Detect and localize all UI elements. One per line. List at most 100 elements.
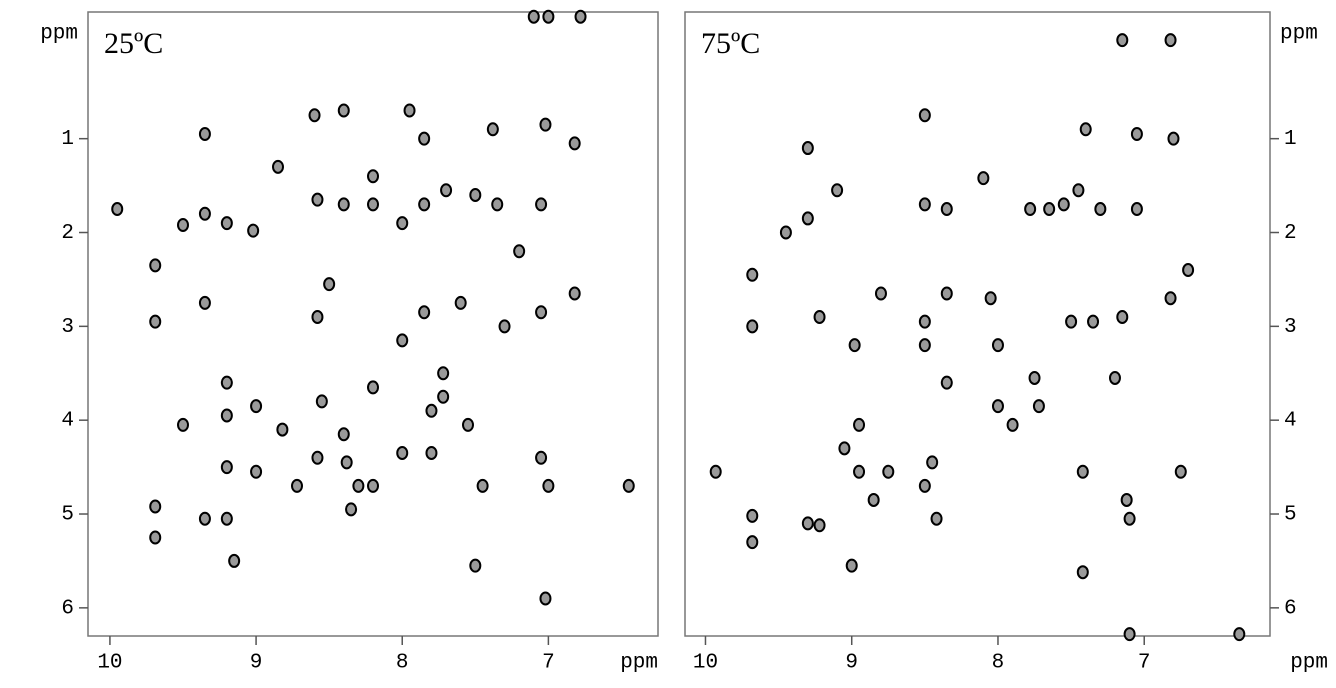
peak xyxy=(111,202,124,217)
peak xyxy=(1057,197,1070,212)
peak xyxy=(853,417,866,432)
peak xyxy=(352,478,365,493)
panel-title: 25ºC xyxy=(104,27,163,60)
peak xyxy=(535,450,548,465)
peak xyxy=(940,375,953,390)
peak xyxy=(1094,202,1107,217)
peak xyxy=(403,103,416,118)
peak xyxy=(1076,464,1089,479)
peak xyxy=(1043,202,1056,217)
y-tick-label: 3 xyxy=(1284,316,1297,339)
peak xyxy=(1164,33,1177,48)
peak xyxy=(874,286,887,301)
peak xyxy=(991,399,1004,414)
y-tick-label: 4 xyxy=(1284,410,1297,433)
peak xyxy=(1233,627,1246,642)
peak xyxy=(574,9,587,24)
peak xyxy=(367,169,379,184)
peak xyxy=(462,417,474,432)
peak xyxy=(831,183,844,198)
peak xyxy=(198,126,211,141)
peak xyxy=(1079,122,1092,137)
peak xyxy=(622,478,635,493)
peak xyxy=(149,314,162,329)
peak xyxy=(291,478,303,493)
peak xyxy=(918,338,931,353)
y-tick-label: 1 xyxy=(61,128,74,151)
peak xyxy=(198,206,211,221)
y-tick-label: 6 xyxy=(61,597,74,620)
peak xyxy=(926,455,939,470)
peak xyxy=(220,460,233,475)
peak xyxy=(542,9,555,24)
peak xyxy=(367,380,379,395)
peak xyxy=(746,508,759,523)
y-axis-label: ppm xyxy=(1280,23,1318,46)
peak xyxy=(813,518,826,533)
peak xyxy=(228,553,241,568)
peak xyxy=(853,464,866,479)
peak xyxy=(838,441,851,456)
peak xyxy=(308,108,321,123)
peak xyxy=(220,408,233,423)
peak xyxy=(1087,314,1100,329)
peak xyxy=(1123,511,1136,526)
peak xyxy=(437,389,450,404)
y-tick-label: 5 xyxy=(61,504,74,527)
peak xyxy=(746,319,759,334)
x-tick-label: 8 xyxy=(992,652,1005,675)
y-tick-label: 2 xyxy=(1284,222,1297,245)
peak xyxy=(340,455,353,470)
peak xyxy=(1182,263,1195,278)
peak xyxy=(882,464,895,479)
peak xyxy=(539,117,552,132)
peak xyxy=(198,295,211,310)
peak xyxy=(1174,464,1187,479)
plot-frame xyxy=(684,11,1271,637)
peak xyxy=(418,305,431,320)
peak xyxy=(250,464,263,479)
peak xyxy=(198,511,211,526)
peak xyxy=(779,225,792,240)
x-tick-label: 9 xyxy=(845,652,858,675)
peak xyxy=(1065,314,1078,329)
peak xyxy=(801,211,814,226)
peak xyxy=(535,305,548,320)
peak xyxy=(918,197,931,212)
peak xyxy=(977,171,990,186)
peak xyxy=(396,333,409,348)
peak xyxy=(848,338,861,353)
peak xyxy=(918,108,931,123)
peak xyxy=(991,338,1004,353)
peak xyxy=(220,216,233,231)
x-axis-label: ppm xyxy=(620,652,658,675)
peak xyxy=(149,258,162,273)
peak xyxy=(1130,202,1143,217)
peak xyxy=(486,122,499,137)
peak xyxy=(1123,627,1136,642)
peak xyxy=(1130,126,1143,141)
peak xyxy=(918,314,931,329)
peak xyxy=(418,131,431,146)
plot-frame xyxy=(87,11,659,637)
peak xyxy=(1116,33,1129,48)
x-tick-label: 10 xyxy=(97,652,122,675)
y-tick-label: 1 xyxy=(1284,128,1297,151)
x-tick-label: 7 xyxy=(542,652,555,675)
peak xyxy=(220,511,233,526)
peak xyxy=(1167,131,1180,146)
peak xyxy=(1108,370,1121,385)
peak xyxy=(1072,183,1085,198)
y-tick-label: 5 xyxy=(1284,504,1297,527)
peak xyxy=(1116,309,1129,324)
peak xyxy=(469,558,482,573)
peak xyxy=(476,478,489,493)
peak xyxy=(337,197,350,212)
peak xyxy=(498,319,511,334)
peak xyxy=(539,591,552,606)
peak xyxy=(425,446,438,461)
peak xyxy=(1006,417,1019,432)
peak xyxy=(418,197,431,212)
peak xyxy=(396,446,409,461)
